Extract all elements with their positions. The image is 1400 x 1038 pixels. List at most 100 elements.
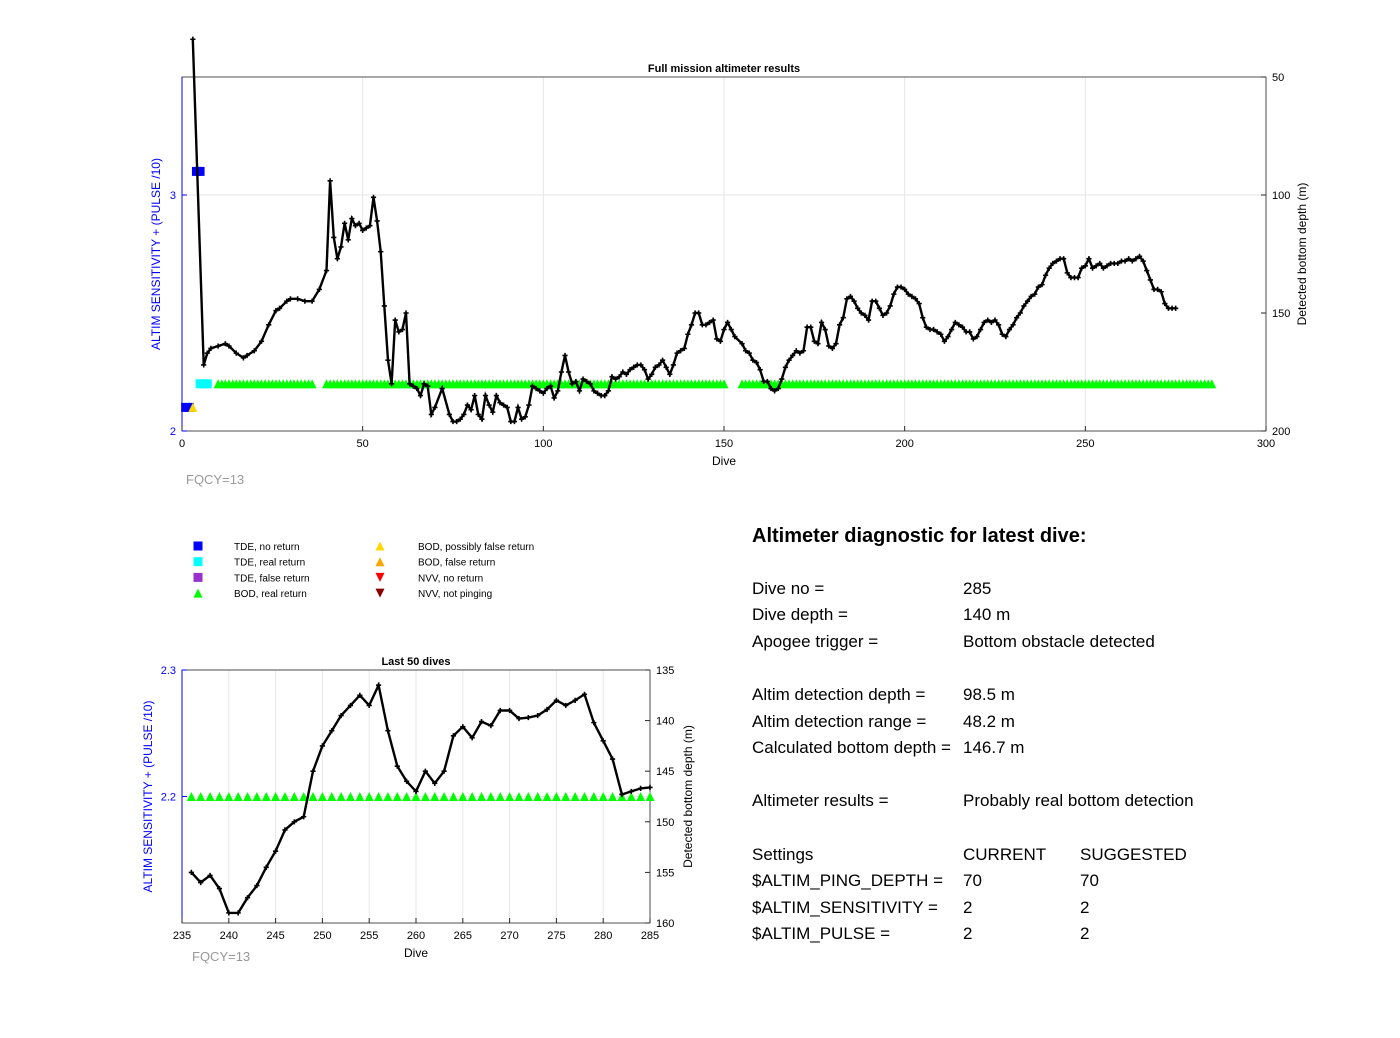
depth-point — [1042, 272, 1049, 278]
current-header: CURRENT — [963, 844, 1047, 864]
depth-point — [1032, 291, 1038, 297]
depth-point — [945, 334, 951, 340]
apogee-trigger-value: Bottom obstacle detected — [963, 631, 1155, 651]
calculated-bottom-depth-label: Calculated bottom depth = — [752, 738, 951, 758]
status-marker — [317, 792, 327, 801]
depth-point — [934, 329, 940, 335]
depth-point — [441, 768, 447, 774]
depth-point — [996, 322, 1002, 328]
suggested-header: SUGGESTED — [1080, 844, 1187, 864]
depth-point — [410, 383, 416, 389]
depth-point — [811, 338, 817, 344]
x-tick-label: 250 — [1076, 438, 1094, 450]
legend-label: BOD, possibly false return — [418, 542, 534, 553]
depth-point — [1162, 300, 1168, 307]
legend-label: TDE, real return — [234, 558, 305, 569]
calculated-bottom-depth-value: 146.7 m — [963, 738, 1025, 758]
depth-point — [204, 350, 210, 356]
depth-point — [273, 848, 279, 854]
depth-point — [551, 395, 557, 401]
status-marker — [327, 792, 337, 801]
depth-point — [338, 712, 344, 719]
depth-point — [808, 324, 814, 330]
status-marker — [523, 792, 533, 801]
settings-header-row: Settings CURRENT SUGGESTED — [752, 842, 1352, 869]
depth-point — [493, 393, 499, 399]
depth-point — [844, 296, 850, 302]
depth-point — [208, 345, 214, 351]
depth-point — [818, 319, 825, 326]
depth-point — [235, 910, 241, 916]
depth-point — [977, 326, 984, 333]
depth-point — [638, 362, 644, 368]
depth-point — [331, 234, 337, 241]
depth-point — [746, 350, 752, 356]
depth-point — [743, 348, 749, 354]
depth-point — [959, 324, 966, 330]
depth-point — [533, 385, 539, 392]
depth-point — [1136, 253, 1143, 259]
depth-point — [273, 308, 279, 314]
depth-point — [244, 352, 250, 359]
depth-point — [786, 357, 792, 363]
depth-point — [1133, 256, 1139, 262]
depth-point — [667, 371, 673, 377]
depth-point — [985, 317, 991, 323]
x-tick-label: 280 — [594, 930, 612, 942]
status-marker — [458, 792, 468, 801]
depth-point — [775, 385, 781, 392]
status-marker — [224, 792, 234, 801]
y-left-tick-label: 2.3 — [161, 665, 176, 677]
full-mission-plot: 0 50 100 150 200 250 300 2 3 50 100 150 200 Full miss… — [149, 37, 1309, 487]
status-marker — [411, 792, 421, 801]
setting-suggested: 2 — [1080, 924, 1090, 944]
setting-name: $ALTIM_SENSITIVITY = — [752, 897, 938, 917]
depth-point — [425, 383, 431, 389]
depth-point — [526, 402, 532, 408]
status-marker — [186, 792, 196, 801]
depth-point — [529, 383, 536, 389]
x-tick-label: 260 — [407, 930, 425, 942]
y-right-tick-label: 155 — [656, 867, 674, 879]
depth-point — [757, 367, 763, 373]
depth-point — [282, 827, 288, 833]
y-right-tick-label: 145 — [656, 766, 674, 778]
y-right-tick-label: 140 — [656, 716, 674, 728]
depth-point — [678, 348, 684, 354]
status-marker — [579, 792, 589, 801]
depth-point — [609, 374, 615, 380]
altim-detection-range-row: Altim detection range = 48.2 m — [752, 709, 1352, 736]
status-marker — [439, 792, 449, 801]
altim-detection-range-value: 48.2 m — [963, 711, 1015, 731]
status-marker — [645, 792, 655, 801]
x-tick-label: 250 — [313, 930, 331, 942]
status-marker — [252, 792, 262, 801]
depth-point — [822, 326, 828, 333]
depth-point — [251, 348, 257, 354]
depth-point — [500, 402, 507, 408]
depth-point — [974, 334, 980, 340]
depth-point — [562, 352, 568, 359]
status-marker — [184, 402, 194, 412]
depth-point — [898, 284, 904, 290]
depth-point — [1075, 275, 1081, 281]
setting-current: 2 — [963, 897, 973, 917]
depth-point — [1021, 303, 1027, 309]
depth-point — [771, 388, 778, 394]
x-tick-label: 275 — [547, 930, 565, 942]
depth-point — [254, 882, 260, 889]
legend-label: NVV, not pinging — [418, 589, 492, 600]
depth-point — [992, 317, 998, 323]
depth-point — [378, 249, 384, 255]
legend-marker — [375, 588, 385, 598]
depth-point — [1082, 263, 1088, 269]
status-marker — [214, 792, 224, 801]
depth-point — [198, 879, 204, 886]
depth-point — [884, 310, 890, 316]
depth-point — [555, 388, 561, 394]
depth-point — [956, 322, 962, 328]
full-mission-depth-line — [191, 39, 1176, 423]
dive-depth-label: Dive depth = — [752, 605, 848, 625]
depth-point — [469, 735, 475, 741]
status-marker — [195, 166, 205, 176]
